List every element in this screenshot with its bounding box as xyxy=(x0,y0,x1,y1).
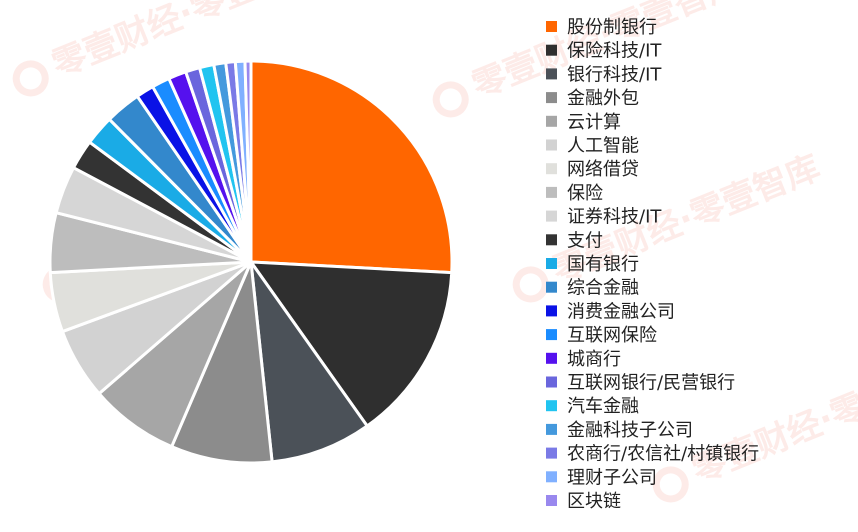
legend-swatch xyxy=(546,495,557,506)
legend-label: 银行科技/IT xyxy=(567,64,662,85)
legend-label: 国有银行 xyxy=(567,254,639,275)
legend-label: 股份制银行 xyxy=(567,17,657,38)
legend-swatch xyxy=(546,139,557,151)
legend-swatch xyxy=(546,44,557,56)
legend-swatch xyxy=(546,92,557,104)
legend-swatch xyxy=(546,329,557,341)
legend-label: 支付 xyxy=(567,230,603,251)
legend-swatch xyxy=(546,234,557,246)
legend-swatch xyxy=(546,281,557,293)
legend-label: 保险 xyxy=(567,183,603,204)
legend-label: 云计算 xyxy=(567,112,621,133)
legend-swatch xyxy=(546,21,557,32)
pie-slice xyxy=(249,59,454,275)
legend-label: 理财子公司 xyxy=(567,467,657,488)
legend-label: 互联网银行/民营银行 xyxy=(567,373,735,394)
legend-swatch xyxy=(546,210,557,222)
legend-label: 消费金融公司 xyxy=(567,301,675,322)
legend-swatch xyxy=(546,186,557,198)
legend-label: 金融科技子公司 xyxy=(567,420,693,441)
legend-label: 证券科技/IT xyxy=(567,207,662,228)
legend-label: 区块链 xyxy=(567,491,621,512)
legend-swatch xyxy=(546,258,557,269)
legend-label: 汽车金融 xyxy=(567,396,639,417)
legend-label: 农商行/农信社/村镇银行 xyxy=(567,444,759,465)
pie-slice xyxy=(249,260,454,428)
legend-swatch xyxy=(546,115,557,127)
legend-label: 综合金融 xyxy=(567,278,639,299)
legend-swatch xyxy=(546,352,557,364)
legend-label: 人工智能 xyxy=(567,136,639,157)
pie-slice xyxy=(249,260,369,464)
legend-swatch xyxy=(546,423,557,435)
legend-swatch xyxy=(546,471,557,483)
legend-swatch xyxy=(546,305,557,317)
legend-label: 互联网保险 xyxy=(567,325,657,346)
legend-label: 保险科技/IT xyxy=(567,41,662,62)
legend-swatch xyxy=(546,376,557,388)
pie-slices xyxy=(48,59,454,465)
legend-swatch xyxy=(546,400,557,412)
pie-slice xyxy=(243,59,253,264)
legend-swatch xyxy=(546,163,557,175)
legend-swatch xyxy=(546,447,557,459)
legend-label: 城商行 xyxy=(567,349,621,370)
pie-slice xyxy=(170,260,274,465)
legend-label: 金融外包 xyxy=(567,88,639,109)
legend-swatch xyxy=(546,68,557,80)
legend-label: 网络借贷 xyxy=(567,159,639,180)
